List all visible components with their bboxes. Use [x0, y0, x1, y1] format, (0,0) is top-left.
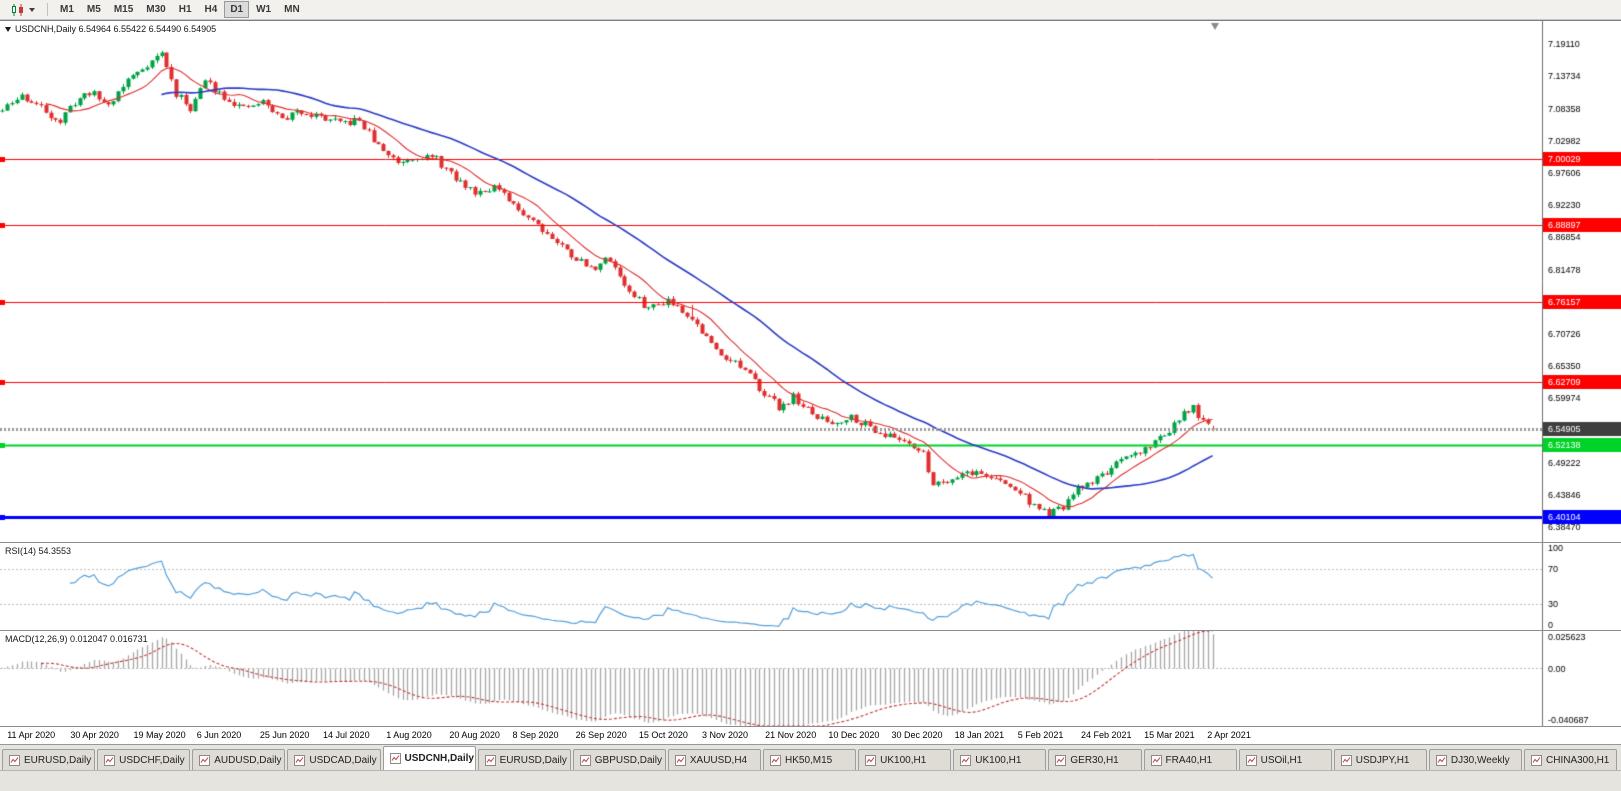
toolbar-separator: [47, 3, 48, 16]
time-axis-label: 14 Jul 2020: [323, 730, 370, 740]
tab-label: USOil,H1: [1260, 754, 1303, 766]
candlestick-chart-icon: [12, 3, 23, 16]
chart-tab-gbpusd-daily[interactable]: GBPUSD,Daily: [572, 749, 666, 770]
chart-tab-xauusd-h4[interactable]: XAUUSD,H4: [667, 749, 761, 770]
timeframe-h4-button[interactable]: H4: [199, 1, 224, 18]
tab-label: USDCHF,Daily: [119, 754, 185, 766]
tab-chart-icon: [960, 754, 972, 766]
time-axis-label: 26 Sep 2020: [575, 730, 627, 740]
time-axis-label: 21 Nov 2020: [765, 730, 817, 740]
tab-chart-icon: [484, 754, 496, 766]
time-axis-label: 24 Feb 2021: [1080, 730, 1132, 740]
rsi-panel: RSI(14) 54.3553: [0, 543, 1621, 631]
chart-type-button[interactable]: [4, 1, 41, 18]
chart-tab-china300-h1[interactable]: CHINA300,H1: [1524, 749, 1618, 770]
tab-chart-icon: [674, 754, 686, 766]
time-axis-label: 18 Jan 2021: [954, 730, 1005, 740]
time-axis-label: 15 Oct 2020: [638, 730, 688, 740]
macd-chart-canvas[interactable]: [0, 631, 1621, 726]
time-axis-label: 5 Feb 2021: [1017, 730, 1064, 740]
chart-tab-audusd-daily[interactable]: AUDUSD,Daily: [192, 749, 286, 770]
tab-chart-icon: [294, 754, 306, 766]
chart-tab-usdchf-daily[interactable]: USDCHF,Daily: [97, 749, 191, 770]
tab-chart-icon: [104, 754, 116, 766]
chart-tab-fra40-h1[interactable]: FRA40,H1: [1143, 749, 1237, 770]
time-axis-label: 1 Aug 2020: [386, 730, 432, 740]
tab-label: EURUSD,Daily: [24, 754, 92, 766]
chart-tab-dj30-weekly[interactable]: DJ30,Weekly: [1428, 749, 1522, 770]
timeframe-m15-button[interactable]: M15: [108, 1, 139, 18]
timeframe-buttons: M1 M5 M15 M30 H1 H4 D1 W1 MN: [54, 1, 306, 18]
toolbar: M1 M5 M15 M30 H1 H4 D1 W1 MN: [0, 0, 1621, 20]
time-axis-label: 8 Sep 2020: [512, 730, 559, 740]
chart-tab-hk50-m15[interactable]: HK50,M15: [763, 749, 857, 770]
chart-tab-eurusd-daily[interactable]: EURUSD,Daily: [477, 749, 571, 770]
tab-label: FRA40,H1: [1165, 754, 1213, 766]
tab-chart-icon: [199, 754, 211, 766]
tab-label: DJ30,Weekly: [1450, 754, 1510, 766]
tab-label: USDJPY,H1: [1355, 754, 1410, 766]
time-axis-label: 2 Apr 2021: [1207, 730, 1251, 740]
chart-tab-ger30-h1[interactable]: GER30,H1: [1048, 749, 1142, 770]
tab-label: UK100,H1: [880, 754, 927, 766]
tab-chart-icon: [770, 754, 781, 766]
time-axis-label: 6 Jun 2020: [196, 730, 242, 740]
timeframe-mn-button[interactable]: MN: [278, 1, 306, 18]
chart-tab-usdcad-daily[interactable]: USDCAD,Daily: [287, 749, 381, 770]
rsi-chart-canvas[interactable]: [0, 543, 1621, 630]
chart-window: USDCNH,Daily 6.54964 6.55422 6.54490 6.5…: [0, 20, 1621, 744]
time-axis-label: 3 Nov 2020: [702, 730, 749, 740]
tab-label: USDCAD,Daily: [309, 754, 377, 766]
price-panel: USDCNH,Daily 6.54964 6.55422 6.54490 6.5…: [0, 21, 1621, 543]
tab-label: GER30,H1: [1070, 754, 1119, 766]
tab-chart-icon: [1055, 754, 1067, 766]
chart-tab-usdcnh-daily[interactable]: USDCNH,Daily: [382, 746, 476, 770]
time-axis-label: 11 Apr 2020: [7, 730, 56, 740]
chart-tab-usoil-h1[interactable]: USOil,H1: [1238, 749, 1332, 770]
tab-chart-icon: [9, 754, 20, 766]
time-axis-label: 15 Mar 2021: [1144, 730, 1195, 740]
dropdown-caret-icon: [29, 7, 35, 12]
macd-panel: MACD(12,26,9) 0.012047 0.016731: [0, 631, 1621, 727]
chart-tab-usdjpy-h1[interactable]: USDJPY,H1: [1333, 749, 1427, 770]
tab-chart-icon: [1245, 754, 1257, 766]
timeframe-h1-button[interactable]: H1: [173, 1, 198, 18]
timeframe-m30-button[interactable]: M30: [140, 1, 171, 18]
tab-chart-icon: [1435, 754, 1447, 766]
time-axis-label: 30 Apr 2020: [70, 730, 119, 740]
tab-chart-icon: [1150, 754, 1162, 766]
chart-tab-eurusd-daily[interactable]: EURUSD,Daily: [2, 749, 96, 770]
timeframe-d1-button[interactable]: D1: [224, 1, 250, 18]
tab-label: UK100,H1: [975, 754, 1022, 766]
tab-chart-icon: [1531, 754, 1542, 766]
status-bar: [0, 770, 1621, 791]
tab-chart-icon: [579, 754, 591, 766]
chart-tab-bar: EURUSD,Daily USDCHF,Daily AUDUSD,Daily USDC…: [0, 744, 1621, 770]
tab-label: CHINA300,H1: [1546, 754, 1610, 766]
tab-label: XAUUSD,H4: [689, 754, 748, 766]
tab-label: AUDUSD,Daily: [214, 754, 282, 766]
timeframe-m5-button[interactable]: M5: [81, 1, 107, 18]
time-axis-label: 10 Dec 2020: [828, 730, 880, 740]
timeframe-m1-button[interactable]: M1: [54, 1, 80, 18]
timeframe-w1-button[interactable]: W1: [250, 1, 277, 18]
tab-chart-icon: [865, 754, 877, 766]
time-axis-label: 30 Dec 2020: [891, 730, 943, 740]
tab-label: USDCNH,Daily: [404, 753, 474, 764]
price-chart-canvas[interactable]: [0, 21, 1621, 542]
time-axis-label: 20 Aug 2020: [449, 730, 500, 740]
time-axis-label: 25 Jun 2020: [259, 730, 310, 740]
tab-label: HK50,M15: [785, 754, 833, 766]
tab-chart-icon: [1340, 754, 1352, 766]
time-axis-label: 19 May 2020: [133, 730, 186, 740]
chart-tab-uk100-h1[interactable]: UK100,H1: [953, 749, 1047, 770]
tab-chart-icon: [389, 753, 401, 764]
tab-label: EURUSD,Daily: [499, 754, 567, 766]
tab-label: GBPUSD,Daily: [594, 754, 662, 766]
chart-tab-uk100-h1[interactable]: UK100,H1: [858, 749, 952, 770]
time-axis[interactable]: 11 Apr 2020 30 Apr 2020 19 May 2020 6 Jun 2…: [0, 727, 1621, 744]
